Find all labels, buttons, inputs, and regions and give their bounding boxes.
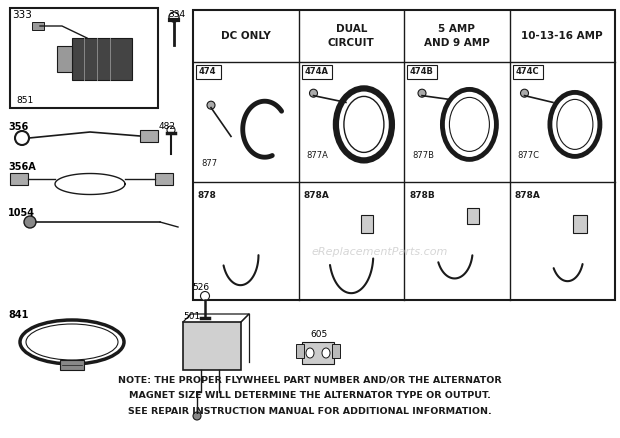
Ellipse shape [200, 292, 210, 300]
Bar [302, 342, 334, 364]
Ellipse shape [309, 89, 317, 97]
Text: 877C: 877C [518, 151, 539, 160]
Bar [32, 22, 44, 30]
Bar [196, 65, 221, 79]
Ellipse shape [521, 89, 528, 97]
Bar [155, 173, 173, 185]
Text: 10-13-16 AMP: 10-13-16 AMP [521, 31, 603, 41]
Text: 482: 482 [159, 122, 176, 131]
Text: 877A: 877A [306, 151, 329, 160]
Bar [407, 65, 437, 79]
Text: MAGNET SIZE WILL DETERMINE THE ALTERNATOR TYPE OR OUTPUT.: MAGNET SIZE WILL DETERMINE THE ALTERNATO… [129, 392, 491, 400]
Ellipse shape [306, 348, 314, 358]
Text: 356: 356 [8, 122, 29, 132]
Text: eReplacementParts.com: eReplacementParts.com [312, 247, 448, 257]
Text: 878A: 878A [515, 191, 541, 199]
Bar [332, 344, 340, 358]
Text: 356A: 356A [8, 162, 36, 172]
Bar [361, 215, 373, 233]
Bar [72, 38, 132, 80]
Text: SEE REPAIR INSTRUCTION MANUAL FOR ADDITIONAL INFORMATION.: SEE REPAIR INSTRUCTION MANUAL FOR ADDITI… [128, 407, 492, 417]
Text: DUAL
CIRCUIT: DUAL CIRCUIT [328, 25, 374, 48]
Text: 841: 841 [8, 310, 29, 320]
Ellipse shape [24, 216, 36, 228]
Text: 877B: 877B [412, 151, 434, 160]
Bar [301, 65, 332, 79]
Bar [60, 360, 84, 370]
Bar [140, 130, 158, 142]
Ellipse shape [167, 126, 175, 134]
Bar [57, 46, 72, 72]
Bar [572, 215, 587, 233]
Text: 5 AMP
AND 9 AMP: 5 AMP AND 9 AMP [424, 25, 490, 48]
Ellipse shape [193, 412, 201, 420]
Ellipse shape [418, 89, 426, 97]
Text: 474C: 474C [515, 67, 539, 77]
Text: NOTE: THE PROPER FLYWHEEL PART NUMBER AND/OR THE ALTERNATOR: NOTE: THE PROPER FLYWHEEL PART NUMBER AN… [118, 375, 502, 385]
Bar [296, 344, 304, 358]
Text: 1054: 1054 [8, 208, 35, 218]
Text: 605: 605 [310, 330, 327, 339]
Bar [10, 173, 28, 185]
Text: 501: 501 [183, 312, 200, 321]
Text: 878A: 878A [304, 191, 329, 199]
Text: 474: 474 [199, 67, 216, 77]
Text: 526: 526 [192, 283, 209, 292]
Ellipse shape [169, 12, 179, 22]
Text: 474A: 474A [304, 67, 329, 77]
Bar [513, 65, 542, 79]
Text: 333: 333 [12, 10, 32, 20]
Bar [193, 10, 615, 300]
Text: DC ONLY: DC ONLY [221, 31, 270, 41]
Ellipse shape [207, 101, 215, 109]
Ellipse shape [322, 348, 330, 358]
Bar [10, 8, 158, 108]
Text: 474B: 474B [410, 67, 434, 77]
Bar [467, 208, 479, 224]
Text: 877: 877 [201, 159, 217, 169]
Text: 878B: 878B [409, 191, 435, 199]
Text: 334: 334 [168, 10, 185, 19]
Bar [183, 322, 241, 370]
Text: 851: 851 [16, 96, 33, 105]
Text: 878: 878 [198, 191, 217, 199]
